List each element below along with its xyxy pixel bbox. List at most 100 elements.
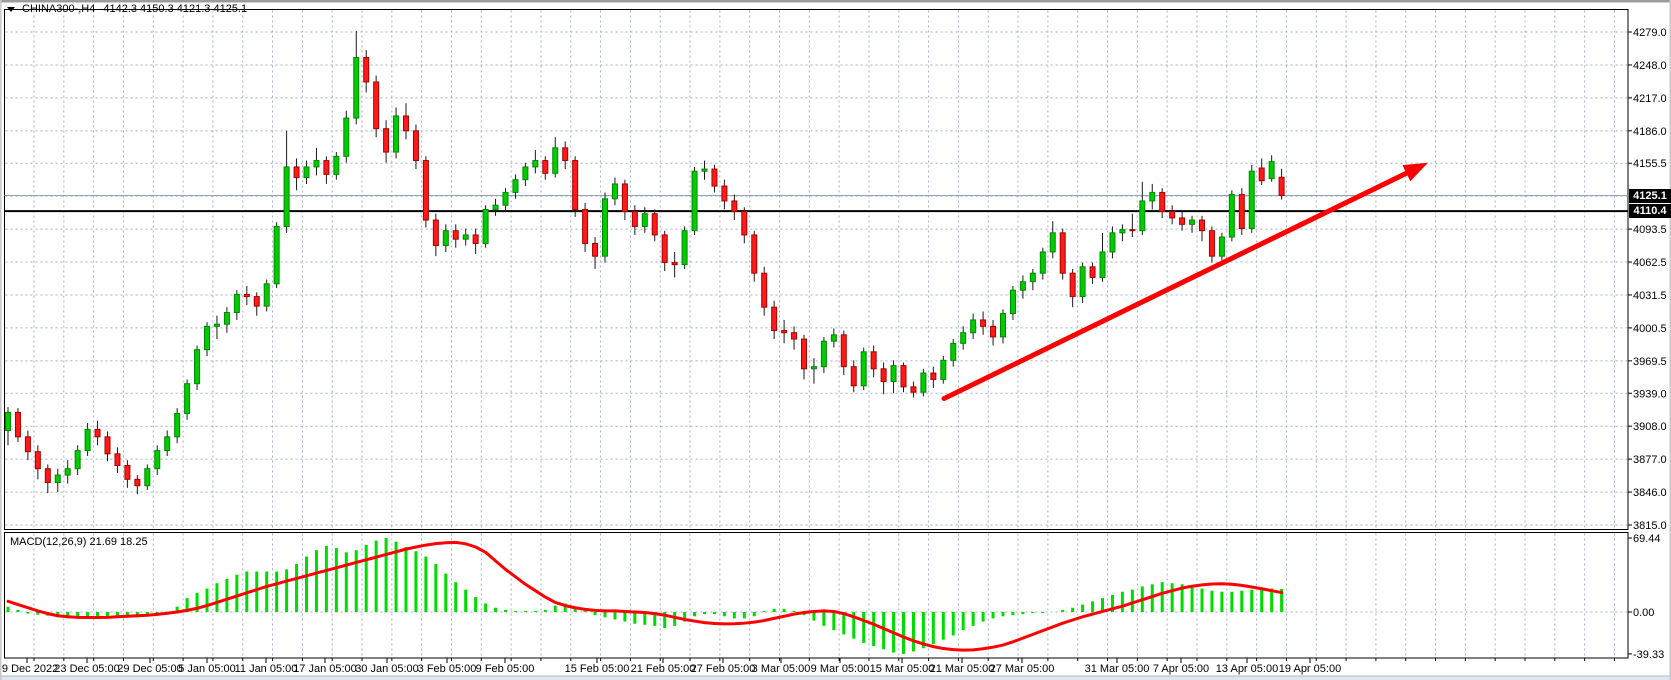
bid-price-tag: 4110.4	[1629, 204, 1671, 218]
macd-bar	[613, 612, 617, 620]
candle-down	[1169, 211, 1176, 219]
price-axis-label: 4217.0	[1633, 93, 1667, 105]
macd-bar	[215, 583, 219, 612]
candle-up	[482, 208, 489, 244]
symbol-timeframe: CHINA300-,H4	[22, 3, 96, 15]
macd-bar	[334, 548, 338, 612]
time-axis-label: 30 Jan 05:00	[355, 663, 419, 675]
candle-down	[1238, 194, 1245, 230]
candle-up	[1099, 251, 1106, 278]
price-axis[interactable]: 4279.0 4248.0 4217.0 4186.0 4155.5 4093.5 4062…	[1628, 27, 1667, 532]
macd-axis[interactable]: 69.44 0.00 -39.33	[1628, 533, 1664, 661]
candle-down	[253, 296, 260, 307]
candle-up	[820, 340, 827, 368]
candle-up	[960, 332, 967, 344]
time-axis-label: 23 Dec 05:00	[54, 663, 119, 675]
candle-down	[124, 465, 131, 480]
candle-down	[323, 160, 330, 175]
macd-bar	[1081, 604, 1085, 612]
price-axis-label: 4279.0	[1633, 27, 1667, 39]
macd-bar	[593, 612, 597, 616]
candle-down	[582, 208, 589, 244]
candle-down	[293, 166, 300, 179]
macd-bar	[931, 612, 935, 644]
macd-bar	[921, 612, 925, 649]
candle-up	[860, 351, 867, 387]
time-axis-label: 19 Dec 2022	[0, 663, 58, 675]
trend-arrow[interactable]	[941, 162, 1428, 402]
price-axis-label: 4093.5	[1633, 224, 1667, 236]
macd-bar	[504, 609, 507, 612]
macd-bar	[265, 571, 269, 612]
macd-bar	[1170, 583, 1174, 612]
candle-up	[1189, 219, 1196, 225]
time-axis-label: 15 Mar 05:00	[870, 663, 935, 675]
price-axis-label: 3815.0	[1633, 520, 1667, 532]
candle-down	[452, 230, 459, 240]
candle-down	[880, 368, 887, 383]
price-axis-label: 4000.5	[1633, 323, 1667, 335]
candle-down	[1208, 230, 1215, 257]
macd-bar	[1220, 591, 1224, 612]
time-axis-label: 3 Feb 05:00	[418, 663, 477, 675]
ohlc-values: 4142.3 4150.3 4121.3 4125.1	[103, 3, 248, 15]
macd-bar	[1250, 589, 1254, 612]
macd-bar	[722, 612, 726, 617]
candle-down	[572, 160, 579, 210]
macd-bar	[1260, 588, 1264, 612]
macd-axis-label: -39.33	[1633, 649, 1664, 661]
price-axis-label: 4155.5	[1633, 158, 1667, 170]
macd-bar	[573, 606, 577, 612]
macd-bar	[842, 612, 846, 635]
macd-bar	[703, 612, 706, 615]
candle-up	[303, 166, 310, 179]
price-axis-label: 4248.0	[1633, 60, 1667, 72]
macd-bar	[951, 612, 955, 636]
candle-up	[830, 334, 837, 342]
panels	[4, 9, 1629, 659]
candle-up	[1009, 289, 1016, 315]
macd-bar	[792, 610, 796, 612]
macd-bar	[673, 612, 677, 626]
candle-down	[711, 168, 718, 187]
candle-up	[532, 160, 539, 168]
candle-down	[791, 332, 798, 340]
macd-bar	[513, 610, 517, 612]
macd-bar	[285, 569, 289, 612]
candle-up	[920, 372, 927, 393]
candle-down	[44, 468, 51, 483]
macd-bar	[603, 612, 607, 618]
time-axis-label: 7 Apr 05:00	[1153, 663, 1209, 675]
main-panel	[4, 9, 1629, 530]
macd-bar	[1240, 590, 1244, 612]
macd-bar	[822, 612, 826, 626]
macd-bar	[205, 588, 209, 612]
price-axis-label: 3877.0	[1633, 454, 1667, 466]
macd-bar	[1200, 588, 1204, 612]
candle-down	[870, 351, 877, 370]
candle-down	[900, 365, 907, 388]
candle-down	[751, 234, 758, 274]
macd-bar	[742, 612, 746, 619]
price-axis-label: 4062.5	[1633, 257, 1667, 269]
candle-down	[781, 330, 788, 334]
macd-bar	[683, 612, 687, 622]
candle-up	[1228, 194, 1235, 238]
time-axis-label: 11 Jan 05:00	[235, 663, 298, 675]
candle-up	[204, 325, 210, 351]
macd-bar	[6, 606, 10, 612]
candle-down	[373, 81, 380, 130]
candle-up	[512, 179, 519, 193]
macd-bar	[26, 612, 30, 614]
candle-up	[164, 436, 171, 452]
macd-bar	[882, 612, 886, 650]
candle-up	[602, 198, 608, 257]
macd-bar	[295, 564, 299, 612]
macd-signal-line	[6, 540, 1284, 652]
macd-bar	[712, 612, 716, 615]
macd-bar	[1041, 612, 1045, 614]
macd-bar	[732, 612, 736, 619]
candle-up	[1268, 161, 1275, 180]
